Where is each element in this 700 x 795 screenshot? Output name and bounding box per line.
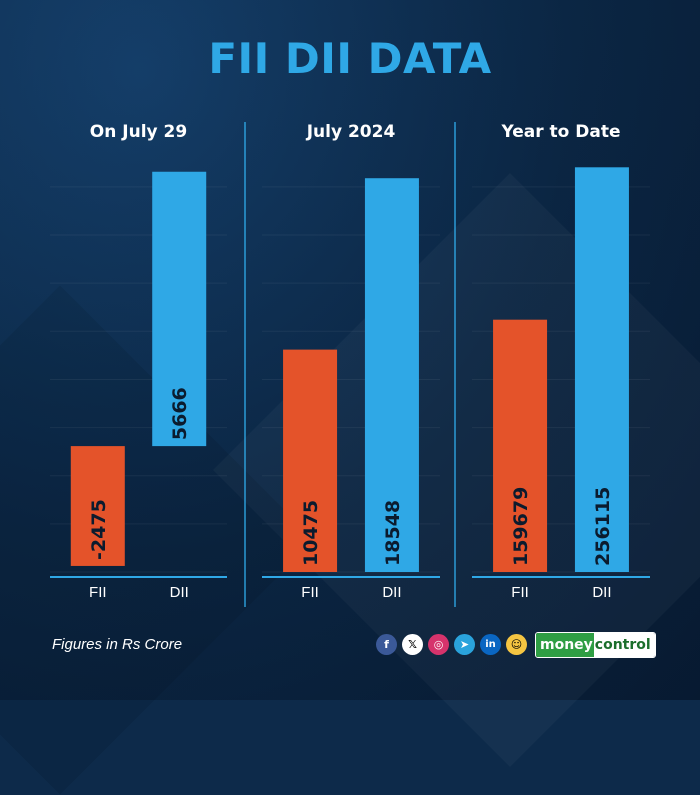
telegram-icon[interactable]: ➤: [454, 634, 475, 655]
logo-part-money: money: [536, 633, 594, 657]
data-label: 159679: [510, 487, 532, 566]
category-label: DII: [170, 584, 189, 601]
social-icons: f 𝕏 ◎ ➤ in ☺: [376, 634, 527, 655]
facebook-icon[interactable]: f: [376, 634, 397, 655]
panel-title: July 2024: [306, 122, 396, 142]
dii-bar: [152, 171, 207, 447]
fii-bar: [283, 349, 338, 572]
data-label: -2475: [88, 499, 110, 560]
dii-bar: [364, 178, 419, 573]
category-label: DII: [382, 584, 401, 601]
data-label: 5666: [169, 387, 191, 440]
moneycontrol-logo: money control: [535, 632, 656, 658]
data-label: 18548: [382, 500, 404, 566]
category-label: FII: [89, 584, 107, 601]
data-label: 256115: [592, 487, 614, 566]
panel-title: On July 29: [90, 122, 187, 142]
instagram-icon[interactable]: ◎: [428, 634, 449, 655]
logo-part-control: control: [593, 633, 655, 657]
snapchat-icon[interactable]: ☺: [506, 634, 527, 655]
panel-title: Year to Date: [500, 122, 620, 142]
page-title: FII DII DATA: [208, 34, 492, 83]
x-icon[interactable]: 𝕏: [402, 634, 423, 655]
charts-canvas: On July 29 -2475 FII 5666 DII July 2024 10475 F…: [50, 122, 650, 607]
category-label: FII: [301, 584, 319, 601]
linkedin-icon[interactable]: in: [480, 634, 501, 655]
fii-bar: [70, 446, 125, 566]
category-label: DII: [592, 584, 611, 601]
fii-bar: [493, 319, 548, 572]
category-label: FII: [511, 584, 529, 601]
data-label: 10475: [300, 500, 322, 566]
dii-bar: [574, 167, 629, 572]
footnote: Figures in Rs Crore: [52, 636, 183, 653]
